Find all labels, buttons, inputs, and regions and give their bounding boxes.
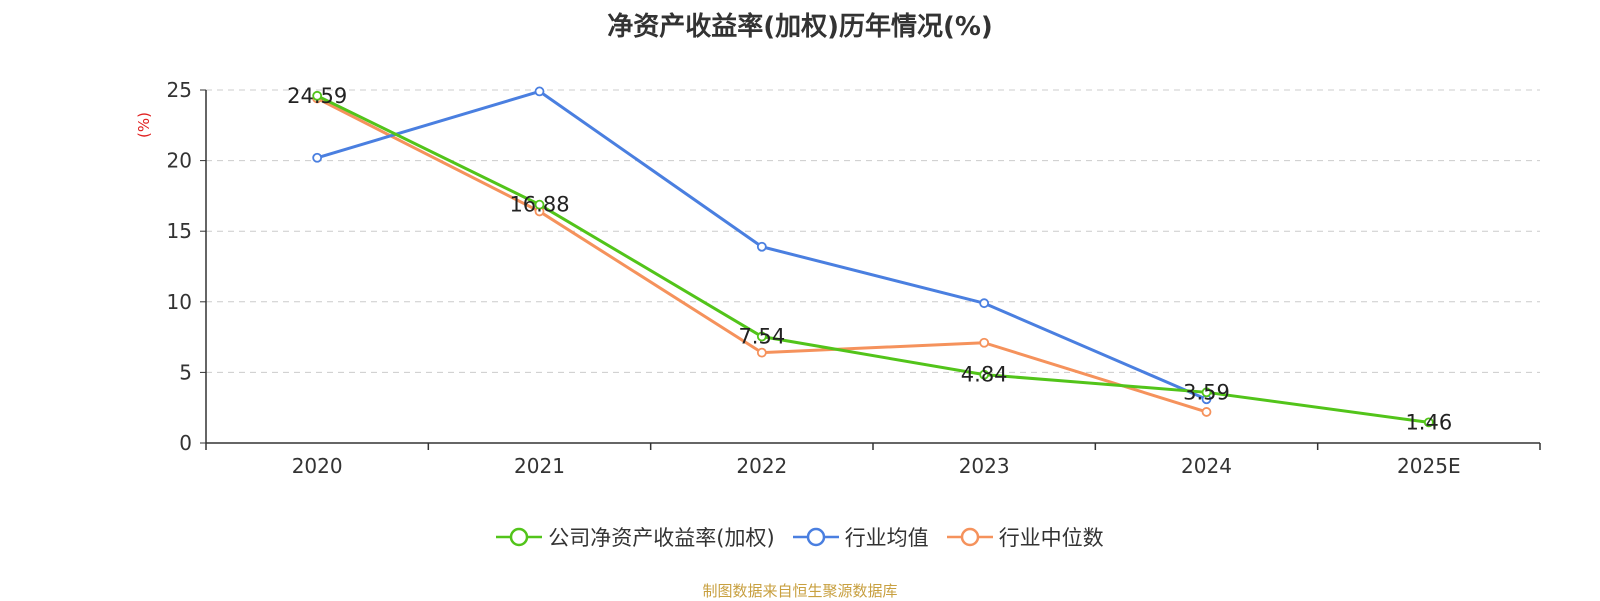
x-tick-label: 2022 — [736, 454, 787, 478]
legend-line-circle-icon — [946, 527, 993, 547]
data-label: 7.54 — [738, 325, 785, 349]
x-tick-label: 2024 — [1181, 454, 1232, 478]
legend-item[interactable]: 行业中位数 — [946, 522, 1104, 552]
legend: 公司净资产收益率(加权) 行业均值 行业中位数 — [0, 522, 1600, 552]
data-label: 1.46 — [1405, 410, 1452, 434]
y-tick-label: 25 — [167, 78, 192, 102]
data-point[interactable] — [756, 347, 767, 358]
series — [312, 86, 1434, 428]
y-tick-label: 5 — [179, 360, 192, 384]
data-point[interactable] — [534, 86, 545, 97]
data-source-note: 制图数据来自恒生聚源数据库 — [702, 582, 898, 600]
y-tick-label: 20 — [167, 149, 192, 173]
data-labels: 24.59 16.88 7.54 4.84 3.59 1.46 — [287, 84, 1452, 435]
data-point[interactable] — [1201, 407, 1212, 417]
data-label: 24.59 — [287, 84, 347, 108]
data-label: 16.88 — [509, 193, 569, 217]
legend-label: 公司净资产收益率(加权) — [548, 526, 775, 550]
y-axis-label: (%) — [135, 112, 153, 138]
x-tick-label: 2020 — [292, 454, 343, 478]
data-point[interactable] — [756, 241, 767, 252]
legend-line-circle-icon — [792, 527, 839, 547]
data-point[interactable] — [756, 331, 767, 342]
x-tick-label: 2025E — [1397, 454, 1461, 478]
series-line — [316, 97, 1207, 414]
y-tick-label: 15 — [167, 219, 192, 243]
grid-lines — [206, 89, 1540, 373]
data-label: 4.84 — [961, 363, 1008, 387]
legend-label: 行业均值 — [844, 526, 929, 550]
data-point[interactable] — [979, 369, 990, 380]
axes: 0 5 10 15 20 25 2020 2021 2022 2023 2024 2025E (%) — [135, 78, 1541, 478]
data-point[interactable] — [979, 298, 990, 309]
data-point[interactable] — [312, 152, 323, 163]
data-point[interactable] — [979, 337, 990, 348]
legend-item[interactable]: 行业均值 — [792, 522, 929, 552]
y-tick-label: 0 — [179, 431, 192, 455]
legend-label: 行业中位数 — [998, 526, 1104, 550]
data-point[interactable] — [1201, 387, 1212, 398]
data-point[interactable] — [1423, 417, 1434, 428]
chart-title: 净资产收益率(加权)历年情况(%) — [607, 12, 993, 42]
y-tick-label: 10 — [167, 290, 192, 314]
data-label: 3.59 — [1183, 380, 1230, 404]
series-line — [316, 94, 1430, 424]
data-point[interactable] — [312, 90, 323, 101]
legend-item[interactable]: 公司净资产收益率(加权) — [496, 522, 775, 552]
x-tick-label: 2023 — [959, 454, 1010, 478]
x-tick-label: 2021 — [514, 454, 565, 478]
legend-line-circle-icon — [496, 527, 543, 547]
data-point[interactable] — [534, 199, 545, 210]
